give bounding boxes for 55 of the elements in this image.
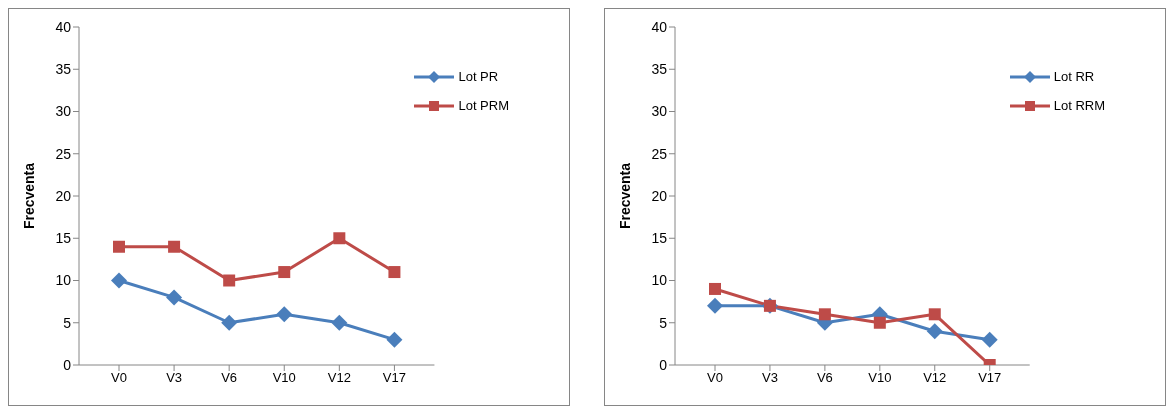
y-tick-label: 40 bbox=[55, 18, 72, 35]
y-axis-title: Frecventa bbox=[20, 162, 37, 230]
y-tick-label: 35 bbox=[651, 61, 668, 78]
x-tick-label: V6 bbox=[816, 370, 833, 386]
y-tick-label: 15 bbox=[651, 230, 668, 247]
x-tick-label: V12 bbox=[923, 370, 947, 386]
y-tick-label: 10 bbox=[55, 272, 72, 289]
x-tick-label: V0 bbox=[111, 370, 127, 386]
legend-label: Lot RR bbox=[1053, 69, 1095, 84]
x-tick-label: V10 bbox=[868, 370, 892, 386]
x-tick-label: V3 bbox=[166, 370, 183, 386]
point bbox=[166, 289, 183, 306]
point bbox=[926, 323, 943, 340]
legend-label: Lot PR bbox=[458, 69, 499, 84]
point bbox=[818, 308, 831, 321]
point bbox=[873, 316, 886, 329]
point bbox=[386, 331, 403, 348]
point bbox=[709, 282, 721, 295]
point bbox=[388, 266, 401, 279]
legend-label: Lot RRM bbox=[1053, 98, 1105, 113]
y-tick-label: 20 bbox=[651, 187, 668, 204]
y-tick-label: 20 bbox=[55, 187, 72, 204]
point bbox=[113, 240, 125, 253]
y-tick-label: 40 bbox=[651, 18, 668, 35]
x-tick-label: V12 bbox=[327, 370, 351, 386]
point bbox=[221, 314, 238, 331]
x-tick-label: V17 bbox=[978, 370, 1002, 386]
point bbox=[333, 232, 346, 245]
point bbox=[928, 308, 941, 321]
x-tick-label: V17 bbox=[382, 370, 406, 386]
y-tick-label: 0 bbox=[659, 356, 668, 373]
y-tick-label: 35 bbox=[55, 61, 72, 78]
y-tick-label: 10 bbox=[651, 272, 668, 289]
point bbox=[223, 274, 236, 287]
x-tick-label: V3 bbox=[761, 370, 778, 386]
point bbox=[981, 331, 998, 348]
y-tick-label: 5 bbox=[659, 314, 668, 331]
x-tick-label: V6 bbox=[221, 370, 238, 386]
point bbox=[276, 306, 293, 323]
y-tick-label: 25 bbox=[55, 145, 72, 162]
y-tick-label: 15 bbox=[55, 230, 72, 247]
x-tick-label: V0 bbox=[707, 370, 723, 386]
y-tick-label: 0 bbox=[63, 356, 72, 373]
point bbox=[168, 240, 181, 253]
y-tick-label: 5 bbox=[63, 314, 72, 331]
y-tick-label: 30 bbox=[651, 103, 668, 120]
y-tick-label: 25 bbox=[651, 145, 668, 162]
y-tick-label: 30 bbox=[55, 103, 72, 120]
y-axis-title: Frecventa bbox=[616, 162, 633, 230]
x-tick-label: V10 bbox=[272, 370, 296, 386]
point bbox=[331, 314, 348, 331]
point bbox=[111, 272, 127, 289]
legend-label: Lot PRM bbox=[458, 98, 509, 113]
point bbox=[278, 266, 291, 279]
point bbox=[707, 297, 723, 314]
